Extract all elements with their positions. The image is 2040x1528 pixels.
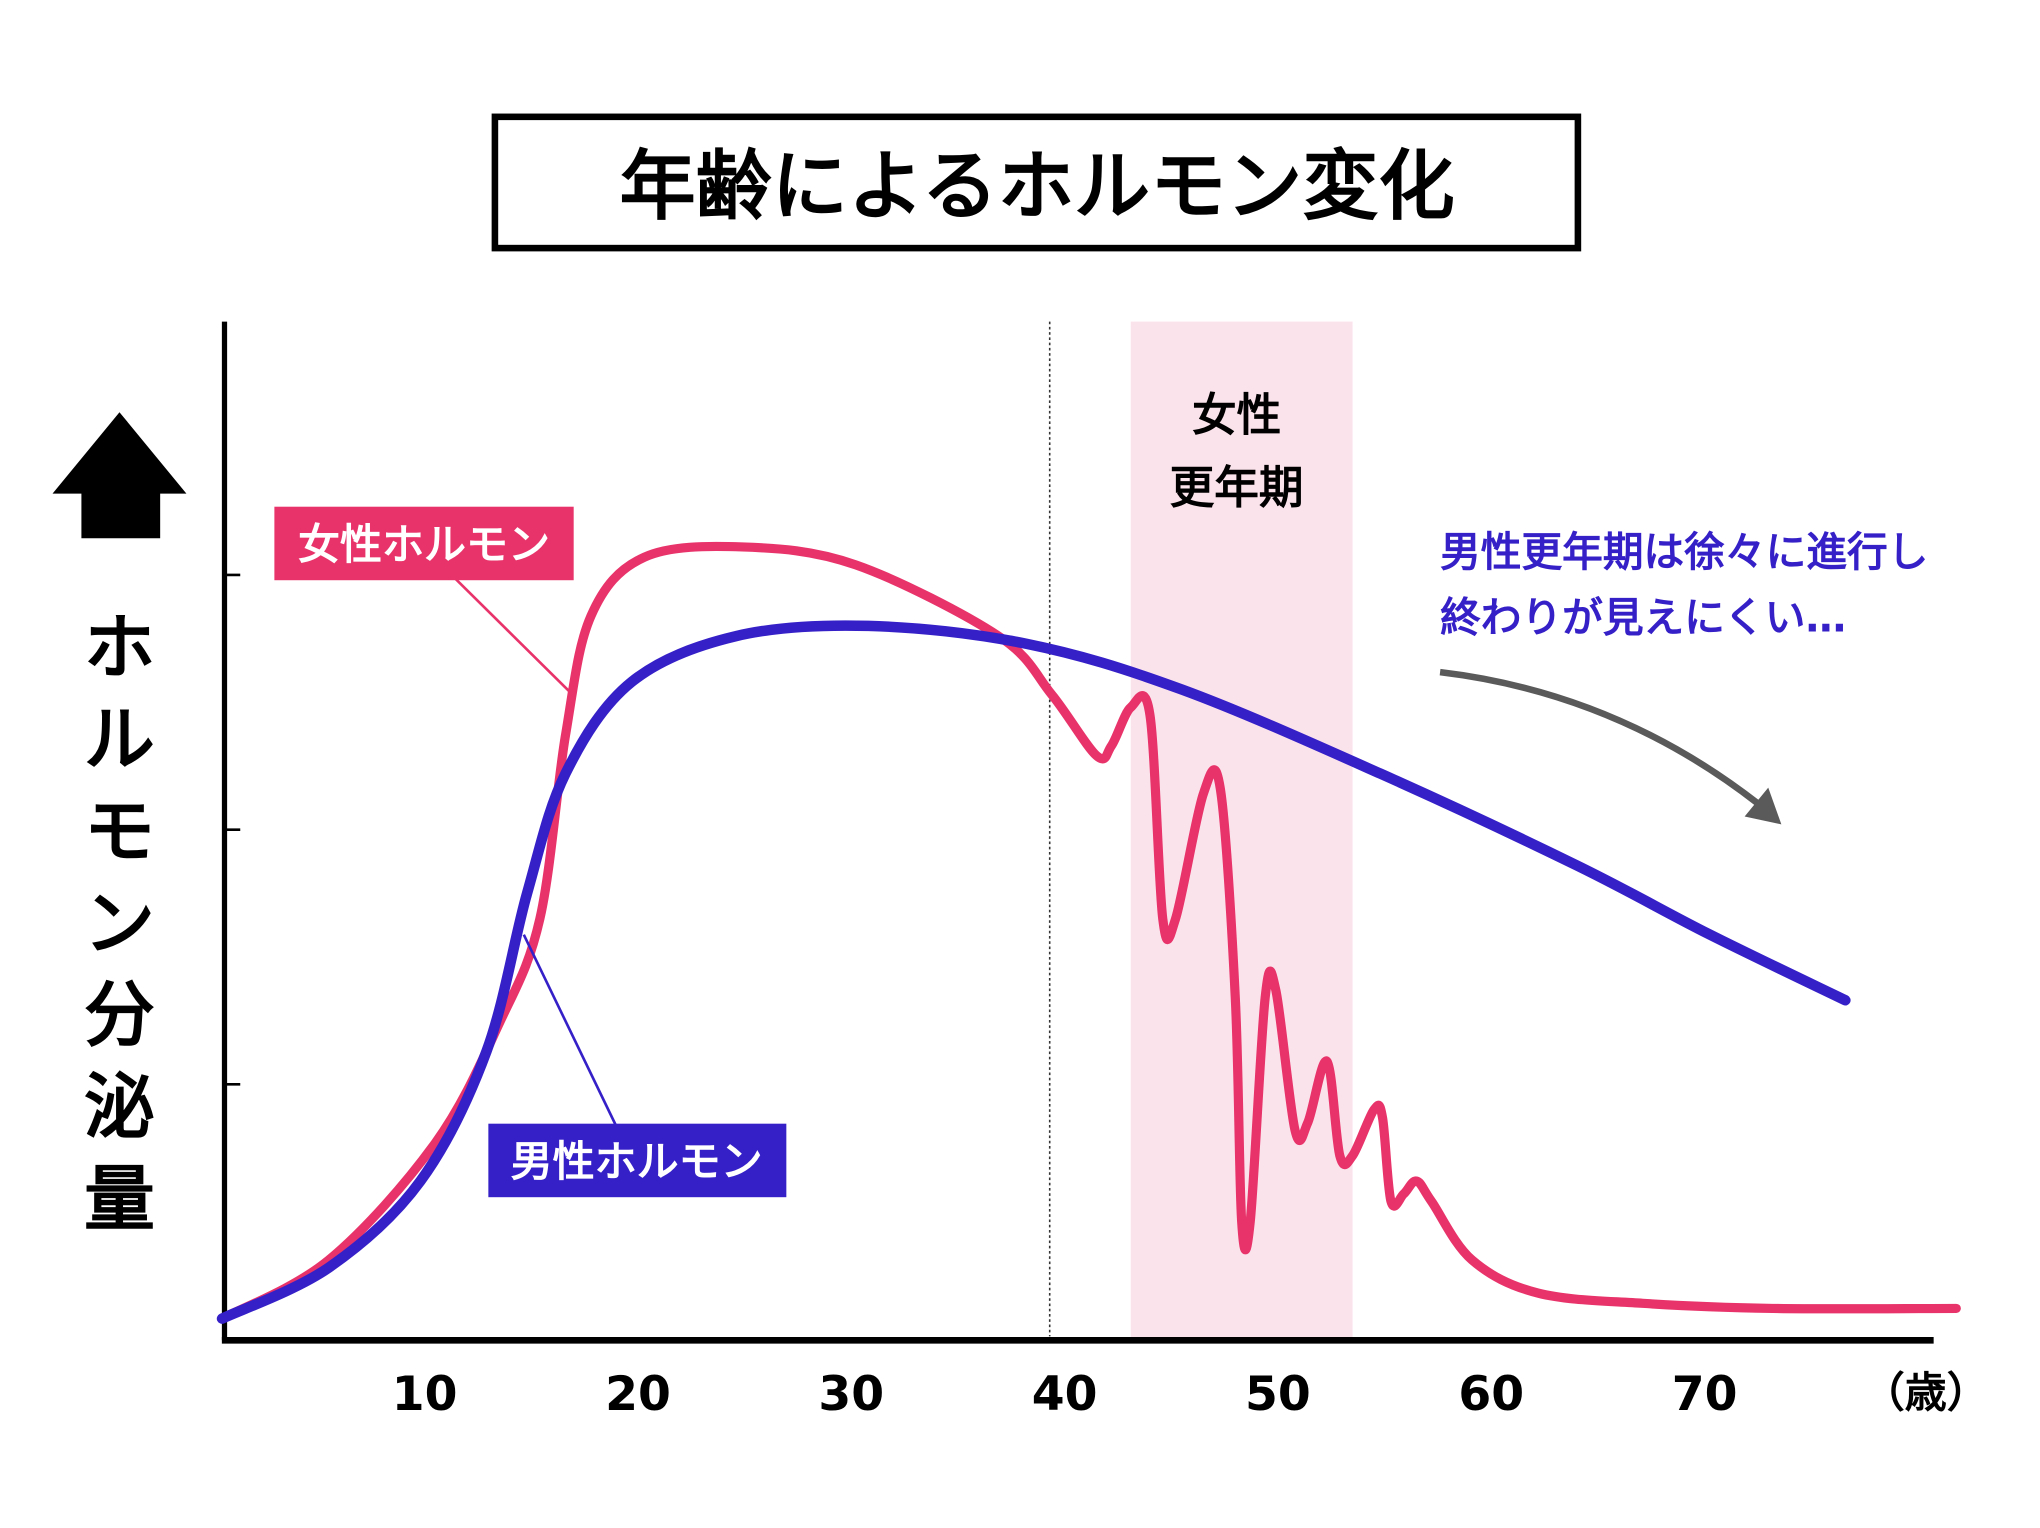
menopause-label-line1: 女性: [1192, 390, 1281, 442]
series-female-hormone: [217, 541, 1961, 1324]
y-axis-label-char: 泌: [84, 1066, 155, 1149]
male-note-line1: 男性更年期は徐々に進行し: [1440, 528, 1928, 576]
female-label-leader: [453, 576, 575, 697]
y-axis-label-char: 分: [84, 974, 155, 1057]
female-label-box: [274, 506, 574, 581]
x-tick-label: 50: [1245, 1367, 1311, 1422]
male-label-leader: [522, 934, 617, 1126]
curved-arrow-icon: [1439, 668, 1782, 825]
y-axis-label-char: モ: [84, 790, 155, 873]
x-tick-label: 60: [1458, 1367, 1524, 1422]
up-arrow-icon: [52, 412, 187, 539]
y-axis-label-char: ホ: [84, 606, 155, 689]
chart-title: 年齢によるホルモン変化: [620, 142, 1455, 231]
y-axis-label-char: ル: [84, 698, 155, 781]
series-male-hormone: [216, 620, 1851, 1324]
male-note-line2: 終わりが見えにくい…: [1440, 593, 1846, 641]
x-unit-label: （歳）: [1863, 1368, 1989, 1417]
y-axis-label-char: 量: [84, 1157, 155, 1240]
male-label-box: [488, 1123, 787, 1198]
y-axis-label-char: ン: [84, 882, 155, 965]
x-tick-label: 70: [1672, 1367, 1738, 1422]
title-box: 年齢によるホルモン変化: [491, 113, 1582, 252]
x-tick-label: 10: [392, 1367, 458, 1422]
x-tick-label: 40: [1032, 1367, 1098, 1422]
male-label: 男性ホルモン: [511, 1137, 763, 1186]
female-label: 女性ホルモン: [298, 520, 550, 569]
x-tick-label: 20: [605, 1367, 671, 1422]
x-tick-label: 30: [818, 1367, 884, 1422]
menopause-label-line2: 更年期: [1170, 462, 1304, 514]
